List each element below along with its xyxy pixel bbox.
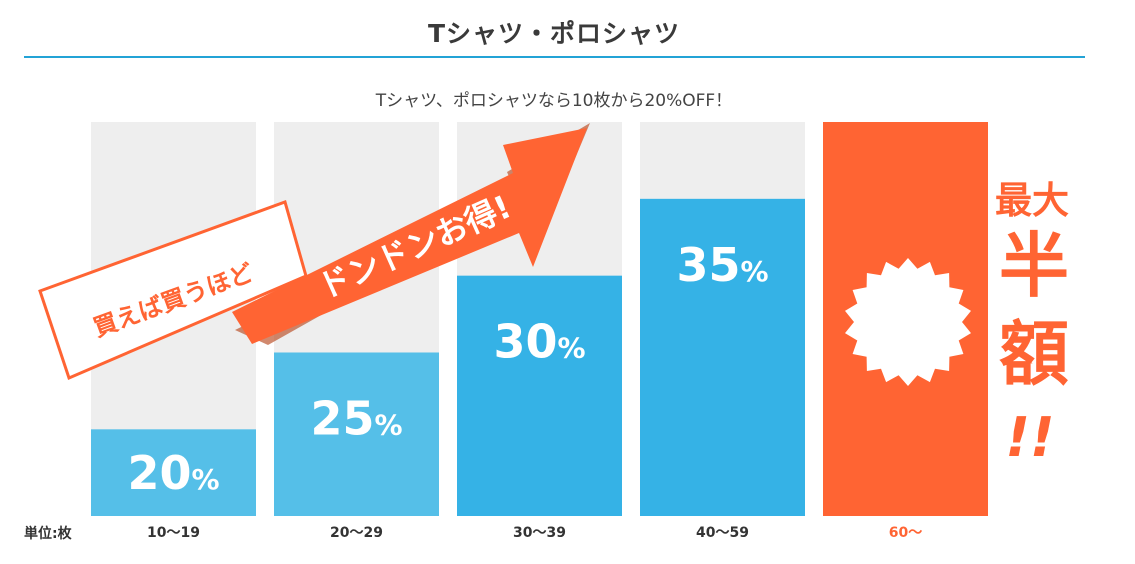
page-title: Tシャツ・ポロシャツ bbox=[427, 19, 681, 48]
tick-label-20〜29: 20〜29 bbox=[330, 525, 383, 541]
value-label-25: 25% bbox=[310, 391, 402, 445]
bar-20〜29 bbox=[274, 352, 439, 516]
bar-10〜19 bbox=[91, 429, 256, 516]
tick-label-40〜59: 40〜59 bbox=[696, 525, 749, 541]
subtitle: Tシャツ、ポロシャツなら10枚から20%OFF！ bbox=[375, 91, 733, 111]
title-divider bbox=[24, 56, 1085, 58]
half-label: 半 bbox=[999, 225, 1069, 307]
bar-40〜59 bbox=[640, 198, 805, 516]
unit-label: 単位:枚 bbox=[24, 526, 72, 542]
amount-label: 額 bbox=[999, 313, 1069, 395]
tick-label-60〜: 60〜 bbox=[889, 525, 922, 541]
tick-label-30〜39: 30〜39 bbox=[513, 525, 566, 541]
value-label-35: 35% bbox=[676, 238, 768, 292]
value-label-20: 20% bbox=[127, 446, 219, 500]
exclamation-label: !! bbox=[1005, 406, 1054, 469]
max-half-price-callout: 最大 半 額 !! bbox=[995, 179, 1069, 469]
bar-30〜39 bbox=[457, 275, 622, 516]
tick-label-10〜19: 10〜19 bbox=[147, 525, 200, 541]
starburst-badge bbox=[845, 258, 971, 386]
max-label: 最大 bbox=[995, 179, 1069, 222]
value-label-30: 30% bbox=[493, 315, 585, 369]
